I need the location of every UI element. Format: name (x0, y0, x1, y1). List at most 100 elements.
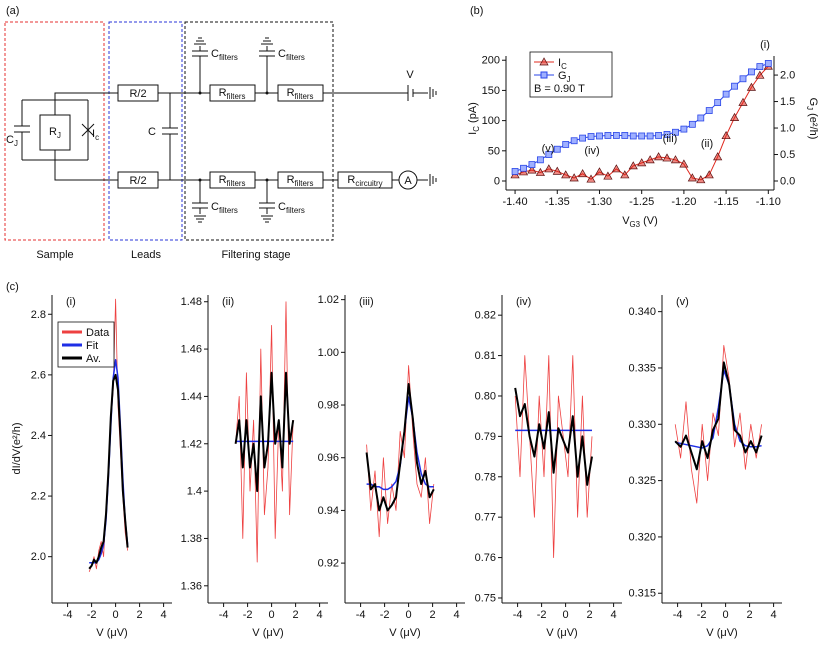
component-label-main: R (49, 126, 57, 138)
x-axis-label-sub: G3 (630, 220, 641, 229)
component-label-main: R (287, 87, 295, 99)
junction-resistor (39, 114, 71, 151)
y-tick-label: 0 (494, 176, 500, 188)
node (265, 91, 269, 95)
chart-label: (ii) (222, 296, 234, 308)
y-axis-label: IC (pA) (467, 102, 481, 135)
y-tick-label: 0.335 (628, 362, 656, 374)
legend-label-main: G (558, 70, 567, 82)
marker (536, 156, 544, 164)
sample-region (4, 21, 105, 241)
region-label: Sample (36, 249, 73, 261)
marker (731, 82, 738, 90)
legend-label: IC (558, 57, 567, 71)
marker (670, 155, 681, 164)
component-label: Rfilters (287, 87, 314, 101)
y-tick-label: 2.0 (31, 551, 46, 563)
component-label-main: I (92, 128, 95, 140)
component-label: Ic (92, 128, 99, 142)
region-label: Leads (131, 249, 161, 261)
y-tick-label: 0.78 (475, 471, 496, 483)
point-label: (iv) (584, 145, 599, 157)
component-label-main: C (278, 48, 286, 60)
marker (672, 128, 679, 136)
marker (621, 132, 629, 139)
component-label-sub: J (57, 131, 61, 140)
y-tick-label: 1.4 (187, 486, 202, 498)
marker (535, 167, 545, 176)
point-label: (ii) (701, 138, 713, 150)
component-label: R/2 (129, 88, 146, 100)
series-line (514, 355, 593, 558)
marker (586, 174, 596, 183)
component-label: Rfilters (219, 174, 246, 188)
marker (705, 107, 713, 114)
marker (577, 169, 588, 178)
y-tick-label: 0.92 (318, 558, 339, 570)
x-axis-label: V (μV) (96, 627, 127, 639)
x-tick-label: 2 (587, 609, 593, 621)
legend-label-main: Data (86, 327, 110, 339)
y-tick-label: 0.81 (475, 350, 496, 362)
y-axis-label-main: I (467, 132, 479, 135)
component-label: Rfilters (219, 87, 246, 101)
component-label: C (148, 126, 156, 138)
x-tick-label: 4 (317, 609, 323, 621)
y-tick-label: 0.75 (475, 592, 496, 604)
marker (552, 166, 562, 175)
x-axis-label: VG3 (V) (622, 215, 658, 229)
marker (663, 130, 671, 138)
x-axis-label-main: V (622, 215, 630, 227)
marker (704, 170, 714, 179)
marker (527, 165, 537, 174)
annotation: B = 0.90 T (534, 83, 585, 95)
x-tick-label: -4 (673, 609, 683, 621)
region-label: Filtering stage (221, 249, 290, 261)
x-axis-label-rest: (V) (640, 215, 658, 227)
y-tick-label: 0.315 (628, 588, 656, 600)
marker (612, 132, 620, 139)
y-tick-label: 2.2 (31, 491, 46, 503)
x-tick-label: 4 (454, 609, 460, 621)
legend-label-main: I (558, 57, 561, 69)
legend-label: Fit (86, 340, 98, 352)
y-tick-label: 0.325 (628, 475, 656, 487)
chart-label: (iv) (516, 296, 531, 308)
component-label-sub: filters (286, 53, 305, 62)
marker (620, 170, 630, 179)
x-axis-label: V (μV) (546, 627, 577, 639)
wires (158, 92, 210, 181)
x-tick-label: 4 (771, 609, 777, 621)
marker (697, 114, 705, 122)
series-line (88, 373, 129, 570)
marker (756, 63, 764, 70)
x-tick-label: 4 (611, 609, 617, 621)
node (265, 178, 269, 182)
y-tick-label: 0.330 (628, 419, 656, 431)
node (198, 91, 202, 95)
component-label-main: R (347, 174, 355, 186)
component-label-sub: J (14, 139, 18, 148)
x-tick-label: 2 (747, 609, 753, 621)
y-tick-label: 0.340 (628, 306, 656, 318)
panel-label: (c) (6, 281, 19, 293)
component-label-main: C (211, 48, 219, 60)
chart: -4 -2 0 2 4 0.75 0.76 0.77 0.78 0.79 0.80 0.81 0.82 V… (475, 295, 622, 639)
marker (687, 173, 697, 182)
marker (653, 152, 664, 161)
legend-marker (539, 57, 549, 66)
x-axis-label: V (μV) (706, 627, 737, 639)
x-tick-label: 4 (161, 609, 167, 621)
marker (596, 132, 603, 140)
component-label: Cfilters (211, 201, 238, 215)
marker (721, 131, 731, 140)
legend-label-main: Fit (86, 340, 98, 352)
marker (611, 164, 621, 173)
marker (714, 99, 722, 107)
marker (545, 151, 553, 158)
wires (14, 92, 118, 181)
legend-label-main: Av. (86, 353, 101, 365)
chart: -1.40 -1.35 -1.30 -1.25 -1.20 -1.15 -1.10 0 50 10… (467, 39, 819, 229)
component-label: V (406, 69, 414, 81)
